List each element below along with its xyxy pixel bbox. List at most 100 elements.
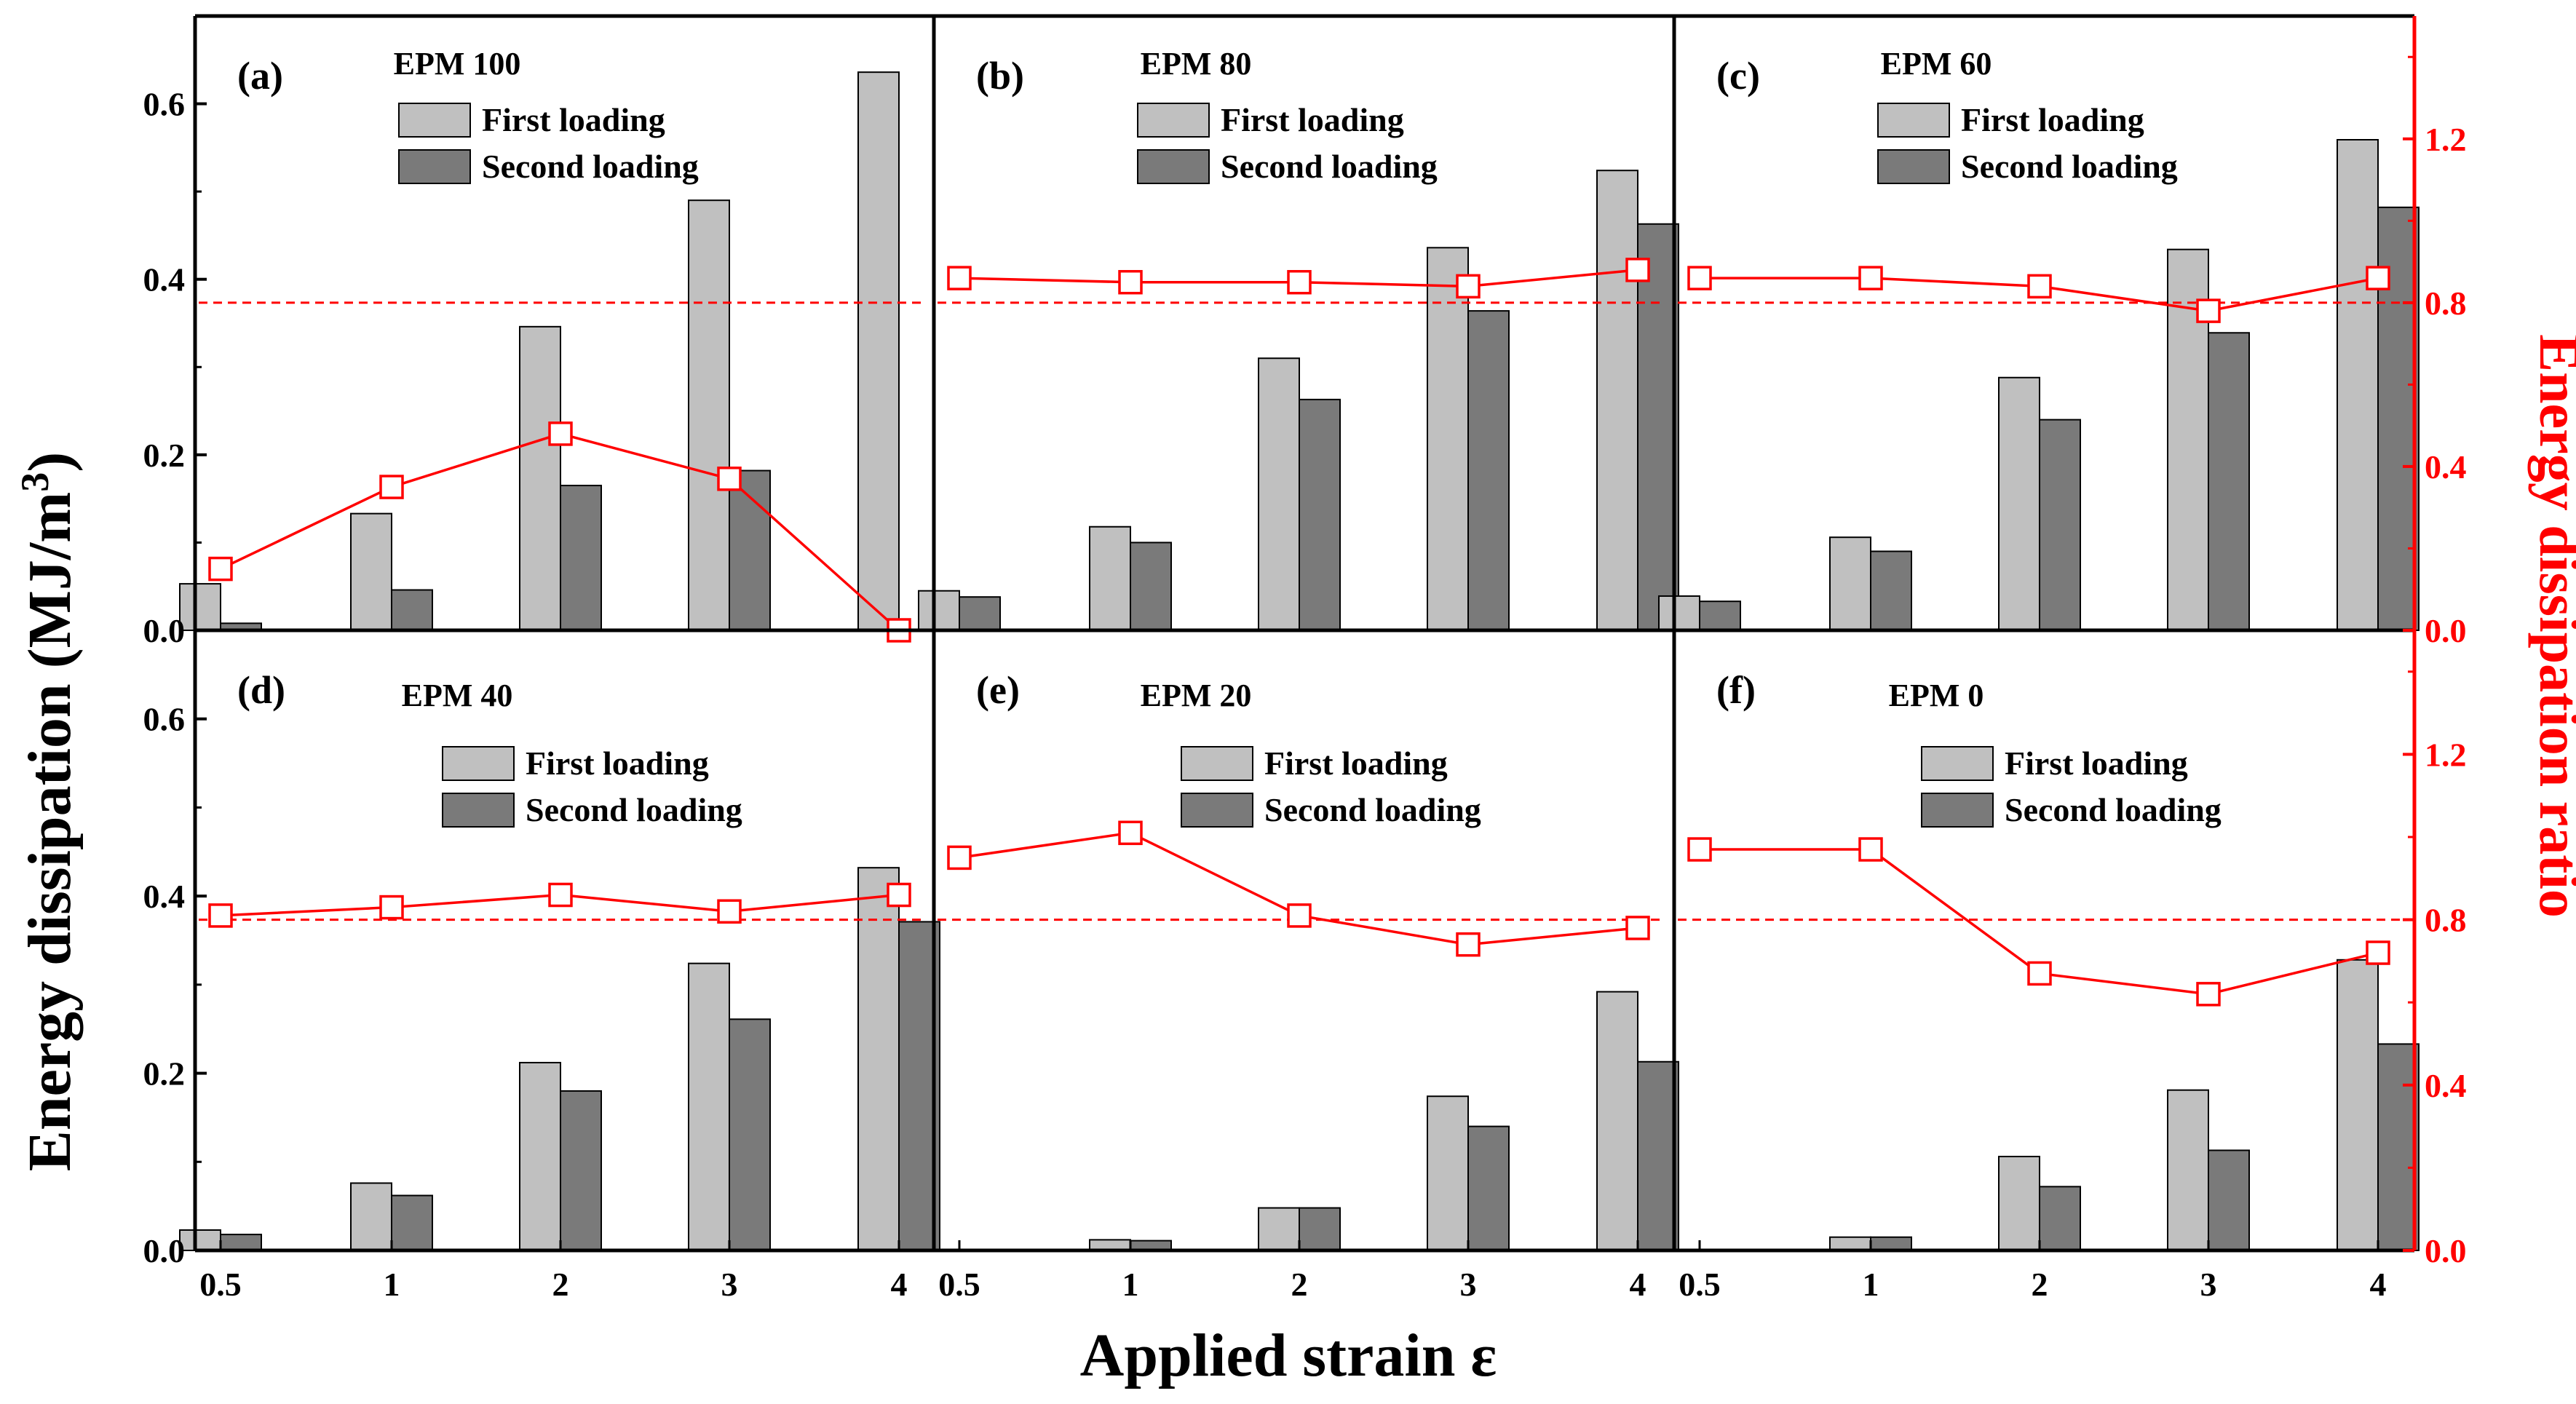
second-loading-bar-0 (959, 596, 1001, 632)
first-loading-bar-4 (2337, 959, 2379, 1251)
first-loading-bar-0 (179, 1229, 221, 1252)
legend-label-1: Second loading (1221, 148, 1438, 185)
legend-label-0: First loading (482, 101, 665, 138)
first-loading-bar-2 (1258, 357, 1300, 631)
second-loading-bar-3 (729, 1018, 771, 1251)
left-tick-label: 0.4 (143, 261, 186, 298)
second-loading-bar-2 (560, 1090, 602, 1252)
second-loading-bar-1 (1130, 542, 1172, 632)
ratio-point-0 (947, 845, 972, 870)
ratio-point-4 (887, 882, 911, 908)
ratio-point-4 (2366, 940, 2390, 965)
ratio-point-3 (717, 467, 742, 491)
panel-title: EPM 60 (1881, 46, 1992, 82)
panel-title: EPM 20 (1141, 678, 1252, 713)
ratio-point-0 (208, 903, 233, 928)
x-tick-label: 4 (891, 1266, 908, 1303)
legend-label-0: First loading (526, 745, 709, 782)
ratio-point-1 (1858, 837, 1883, 862)
ratio-point-0 (208, 556, 233, 582)
x-tick-label: 2 (1291, 1266, 1308, 1303)
ratio-point-2 (2027, 961, 2052, 986)
first-loading-bar-1 (1829, 536, 1871, 631)
left-tick-label: 0.2 (143, 437, 186, 474)
x-tick-label: 1 (1863, 1266, 1879, 1303)
second-loading-bar-1 (391, 1194, 433, 1251)
x-tick-label: 3 (1460, 1266, 1477, 1303)
ratio-point-0 (1687, 266, 1712, 290)
first-loading-bar-2 (519, 325, 561, 631)
legend-swatch-1 (1181, 793, 1253, 828)
second-loading-bar-2 (560, 485, 602, 631)
ratio-point-2 (1287, 269, 1312, 295)
first-loading-bar-1 (350, 1182, 392, 1252)
first-loading-bar-4 (1596, 170, 1638, 632)
second-loading-bar-3 (2208, 332, 2250, 631)
x-tick-label: 3 (2200, 1266, 2217, 1303)
legend-swatch-0 (442, 746, 515, 781)
right-tick-label: 1.2 (2425, 736, 2467, 773)
first-loading-bar-4 (2337, 139, 2379, 631)
legend-label-1: Second loading (2005, 791, 2222, 828)
legend-swatch-0 (1137, 103, 1210, 138)
right-tick-label: 0.8 (2425, 902, 2467, 939)
panel-title: EPM 100 (394, 46, 521, 82)
second-loading-bar-1 (391, 589, 433, 632)
second-loading-bar-4 (1637, 1060, 1679, 1251)
x-tick-label: 0.5 (938, 1266, 980, 1303)
second-loading-bar-3 (1467, 1125, 1510, 1251)
second-loading-bar-1 (1870, 550, 1912, 631)
second-loading-bar-3 (1467, 310, 1510, 631)
second-loading-bar-3 (2208, 1149, 2250, 1252)
legend-swatch-0 (1181, 746, 1253, 781)
left-tick-label: 0.2 (143, 1055, 186, 1092)
first-loading-bar-3 (688, 199, 730, 631)
ratio-point-0 (1687, 837, 1712, 862)
ratio-point-1 (1118, 269, 1143, 295)
first-loading-bar-4 (1596, 991, 1638, 1251)
ratio-point-4 (2366, 266, 2390, 290)
legend-label-1: Second loading (1961, 148, 2178, 185)
first-loading-bar-4 (857, 867, 900, 1252)
panel-e: (e) EPM 20 First loading Second loading (938, 668, 1679, 1252)
legend-label-0: First loading (1961, 101, 2144, 138)
second-loading-bar-2 (1299, 1207, 1341, 1252)
legend-swatch-1 (1921, 793, 1994, 828)
first-loading-bar-1 (1829, 1236, 1871, 1251)
legend-swatch-1 (442, 793, 515, 828)
first-loading-bar-2 (519, 1061, 561, 1251)
ratio-point-3 (1456, 274, 1481, 299)
panel-label: (b) (976, 54, 1024, 98)
legend-swatch-0 (398, 103, 471, 138)
legend-label-1: Second loading (482, 148, 699, 185)
second-loading-bar-2 (2039, 1186, 2081, 1252)
legend-swatch-0 (1877, 103, 1950, 138)
ratio-point-2 (2027, 274, 2052, 299)
ratio-point-3 (2196, 298, 2221, 323)
panel-label: (e) (976, 668, 1020, 712)
panel-f: (f) EPM 0 First loading Second loading (1678, 668, 2420, 1252)
panel-label: (a) (237, 54, 283, 98)
x-axis-title: Applied strain ε (1080, 1322, 1497, 1389)
panel-c: (c) EPM 60 First loading Second loading (1658, 46, 2420, 632)
second-loading-bar-1 (1870, 1236, 1912, 1251)
ratio-point-4 (1625, 916, 1650, 940)
left-tick-label: 0.0 (143, 612, 186, 649)
ratio-point-2 (548, 882, 573, 908)
right-tick-label: 0.8 (2425, 285, 2467, 322)
first-loading-bar-3 (2167, 1089, 2209, 1251)
left-tick-label: 0.6 (143, 701, 186, 738)
right-tick-label: 0.0 (2425, 1232, 2467, 1269)
first-loading-bar-2 (1258, 1207, 1300, 1252)
panels-layer: (a) EPM 100 First loading Second loading (b)… (179, 46, 2420, 1252)
ratio-point-0 (947, 266, 972, 290)
panel-title: EPM 40 (402, 678, 513, 713)
ratio-point-1 (1858, 266, 1883, 290)
ratio-point-3 (2196, 982, 2221, 1007)
second-loading-bar-3 (729, 469, 771, 631)
first-loading-bar-3 (1427, 1095, 1469, 1252)
panel-label: (d) (237, 668, 285, 712)
x-tick-label: 4 (1630, 1266, 1646, 1303)
second-loading-bar-0 (1699, 600, 1741, 631)
